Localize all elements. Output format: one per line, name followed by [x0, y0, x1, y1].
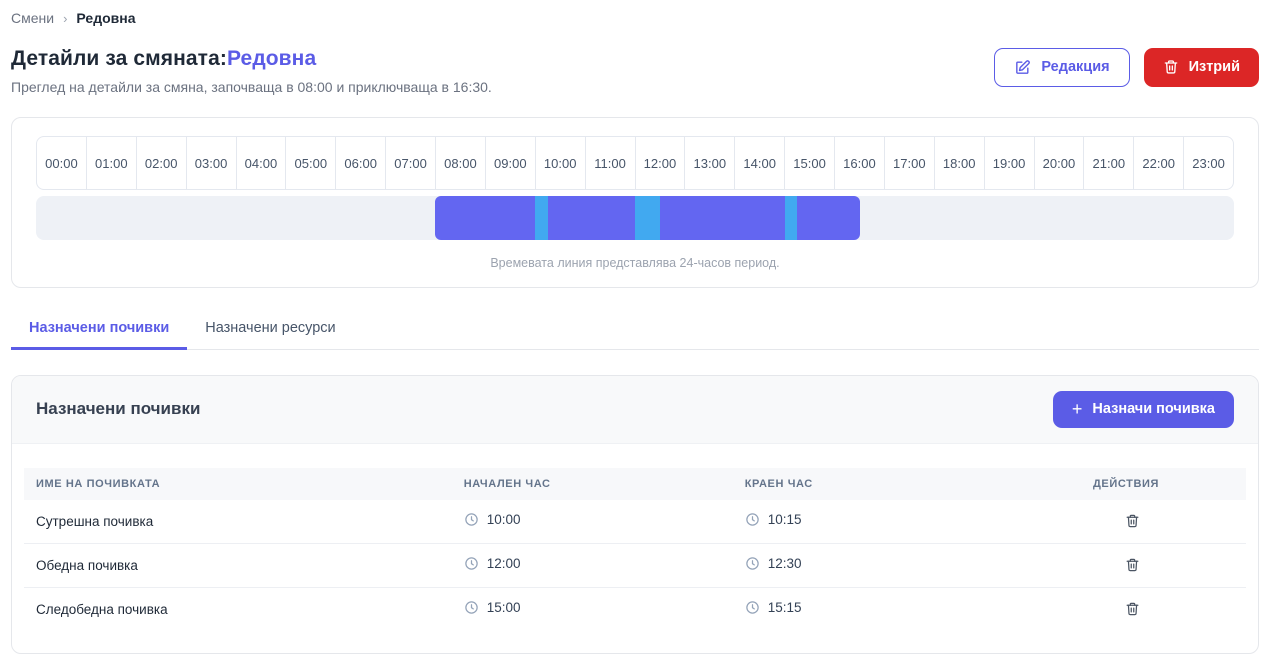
breadcrumb-current-page: Редовна [76, 10, 136, 26]
page-title: Детайли за смяната:Редовна [11, 47, 492, 71]
edit-button[interactable]: Редакция [994, 48, 1130, 87]
break-actions-cell [1081, 587, 1246, 631]
breaks-table-wrap: ИМЕ НА ПОЧИВКАТА НАЧАЛЕН ЧАС КРАЕН ЧАС Д… [12, 444, 1258, 653]
col-header-end-time: КРАЕН ЧАС [732, 467, 1081, 500]
break-name: Сутрешна почивка [24, 499, 452, 544]
tab-assigned-resources[interactable]: Назначени ресурси [205, 320, 336, 336]
delete-button-label: Изтрий [1188, 59, 1240, 75]
clock-icon [745, 600, 760, 615]
hour-cell: 10:00 [534, 137, 585, 189]
hour-cell: 12:00 [634, 137, 685, 189]
hour-cell: 14:00 [734, 137, 784, 189]
hour-cell: 09:00 [484, 137, 535, 189]
hour-cell: 08:00 [435, 137, 485, 189]
delete-break-button[interactable] [1123, 555, 1142, 575]
hour-cell: 19:00 [983, 137, 1034, 189]
breadcrumb: Смени › Редовна [11, 10, 1259, 26]
hour-cell: 06:00 [335, 137, 385, 189]
break-start-cell: 12:00 [451, 543, 733, 588]
hour-cell: 23:00 [1183, 137, 1233, 189]
clock-icon [745, 556, 760, 571]
table-row: Обедна почивка 12:00 12:30 [24, 543, 1246, 588]
break-start-cell: 10:00 [451, 499, 733, 544]
hour-cell: 11:00 [584, 137, 635, 189]
tab-assigned-breaks[interactable]: Назначени почивки [11, 310, 188, 350]
hour-cell: 04:00 [235, 137, 286, 189]
hour-cell: 07:00 [385, 137, 435, 189]
break-start-time: 12:00 [486, 556, 521, 572]
break-end-cell: 10:15 [732, 499, 1081, 544]
break-actions-cell [1081, 543, 1246, 588]
header-actions: Редакция Изтрий [994, 47, 1259, 87]
table-row: Сутрешна почивка 10:00 10:15 [24, 499, 1246, 544]
break-segment [784, 196, 798, 240]
table-header-row: ИМЕ НА ПОЧИВКАТА НАЧАЛЕН ЧАС КРАЕН ЧАС Д… [24, 467, 1246, 500]
breaks-table: ИМЕ НА ПОЧИВКАТА НАЧАЛЕН ЧАС КРАЕН ЧАС Д… [24, 467, 1246, 631]
break-end-time: 10:15 [767, 512, 802, 528]
clock-icon [464, 556, 479, 571]
hour-cell: 21:00 [1083, 137, 1133, 189]
page-header: Детайли за смяната:Редовна Преглед на де… [11, 47, 1259, 95]
add-break-button[interactable]: + Назначи почивка [1052, 391, 1234, 428]
hour-cell: 03:00 [185, 137, 236, 189]
break-start-cell: 15:00 [452, 587, 733, 631]
tabs: Назначени почивки Назначени ресурси [11, 310, 1259, 350]
breaks-table-body: Сутрешна почивка 10:00 10:15 Обедн [24, 499, 1246, 631]
timeline-card: 00:00 01:00 02:00 03:00 04:00 05:00 06:00 07:00… [11, 117, 1259, 288]
breadcrumb-link-shifts[interactable]: Смени [11, 10, 55, 26]
break-actions-cell [1081, 499, 1246, 544]
hour-cell: 22:00 [1133, 137, 1183, 189]
break-end-cell: 15:15 [733, 587, 1081, 631]
timeline-hours: 00:00 01:00 02:00 03:00 04:00 05:00 06:00 07:00… [36, 136, 1234, 190]
hour-cell: 15:00 [784, 137, 834, 189]
chevron-right-icon: › [63, 10, 68, 26]
delete-break-button[interactable] [1123, 599, 1142, 619]
delete-break-button[interactable] [1123, 511, 1142, 531]
clock-icon [464, 512, 479, 527]
hour-cell: 02:00 [135, 137, 186, 189]
add-break-button-label: Назначи почивка [1092, 401, 1215, 417]
page-header-text: Детайли за смяната:Редовна Преглед на де… [11, 47, 492, 95]
assigned-breaks-card-header: Назначени почивки + Назначи почивка [12, 376, 1258, 444]
col-header-actions: ДЕЙСТВИЯ [1081, 467, 1246, 500]
trash-icon [1163, 59, 1179, 75]
pencil-square-icon [1014, 59, 1031, 76]
clock-icon [464, 600, 479, 615]
hour-cell: 17:00 [883, 137, 934, 189]
break-end-time: 12:30 [767, 556, 802, 572]
col-header-start-time: НАЧАЛЕН ЧАС [451, 467, 733, 500]
col-header-break-name: ИМЕ НА ПОЧИВКАТА [24, 467, 452, 500]
hour-cell: 16:00 [834, 137, 884, 189]
clock-icon [745, 512, 760, 527]
edit-button-label: Редакция [1041, 59, 1110, 75]
shift-name-highlight: Редовна [226, 47, 317, 70]
break-name: Обедна почивка [24, 543, 452, 588]
hour-cell: 18:00 [933, 137, 984, 189]
hour-cell: 13:00 [684, 137, 734, 189]
assigned-breaks-card: Назначени почивки + Назначи почивка ИМЕ … [11, 375, 1259, 654]
break-segment [635, 196, 660, 240]
page-subtitle: Преглед на детайли за смяна, започваща в… [11, 79, 492, 95]
plus-icon: + [1071, 399, 1083, 420]
hour-cell: 20:00 [1033, 137, 1084, 189]
break-segment [535, 196, 548, 240]
break-start-time: 10:00 [486, 512, 521, 528]
assigned-breaks-card-title: Назначени почивки [36, 399, 201, 419]
hour-cell: 05:00 [285, 137, 335, 189]
table-row: Следобедна почивка 15:00 15:15 [24, 587, 1246, 631]
break-start-time: 15:00 [486, 600, 521, 616]
break-end-cell: 12:30 [732, 543, 1081, 588]
timeline-track [36, 196, 1234, 240]
break-end-time: 15:15 [767, 600, 802, 616]
break-name: Следобедна почивка [36, 601, 168, 617]
hour-cell: 01:00 [85, 137, 136, 189]
timeline-caption: Времевата линия представлява 24-часов пе… [490, 256, 780, 270]
hour-cell: 00:00 [45, 156, 78, 171]
delete-button[interactable]: Изтрий [1143, 48, 1259, 87]
page-title-prefix: Детайли за смяната: [11, 47, 227, 70]
